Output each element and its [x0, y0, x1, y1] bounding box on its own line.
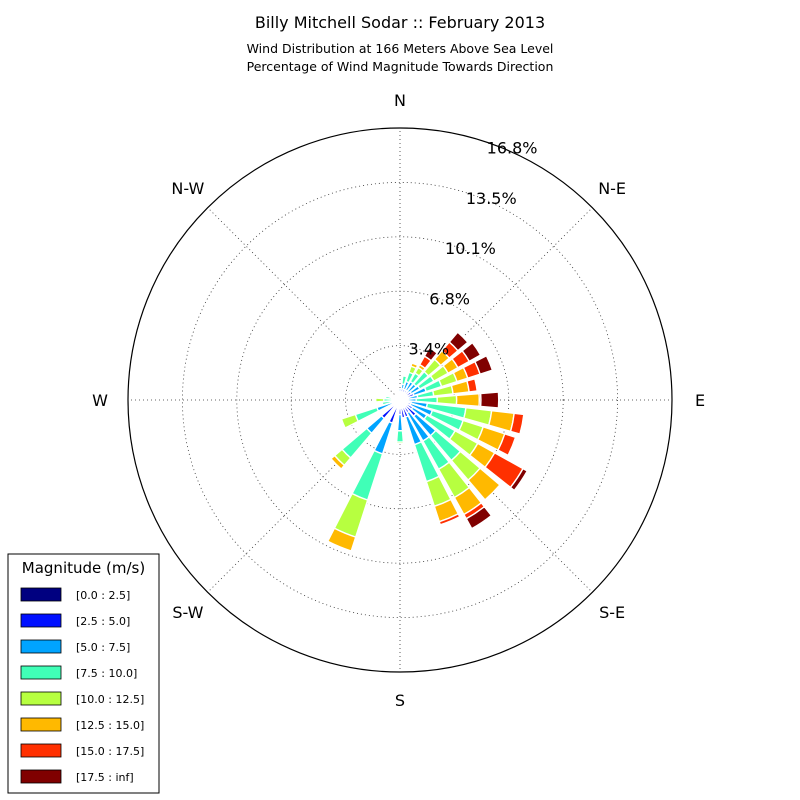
- direction-label: E: [695, 391, 705, 410]
- wind-bar: [397, 394, 401, 400]
- outer-ring: [127, 127, 673, 673]
- legend-swatch: [20, 743, 62, 758]
- wind-bar: [395, 441, 405, 445]
- legend-title: Magnitude (m/s): [22, 559, 145, 577]
- wind-bar: [395, 429, 405, 443]
- legend-swatch: [20, 665, 62, 680]
- legend: Magnitude (m/s) [0.0 : 2.5] [2.5 : 5.0] [5.…: [7, 553, 160, 794]
- legend-label: [0.0 : 2.5]: [76, 589, 130, 602]
- wind-bar: [438, 512, 461, 526]
- direction-label: S: [395, 691, 405, 710]
- direction-label: S-W: [172, 603, 203, 622]
- wind-bar: [396, 413, 404, 432]
- wind-bar: [340, 413, 360, 429]
- legend-swatch: [20, 613, 62, 628]
- grid-ring: [181, 181, 619, 619]
- legend-swatch: [20, 639, 62, 654]
- polar-labels: N N-E E S-E S S-W W N-W 3.4% 6.8% 10.1% 13.5% 16.8%: [92, 91, 705, 710]
- wind-bar: [467, 467, 501, 501]
- chart-subtitle-line-1: Wind Distribution at 166 Meters Above Se…: [247, 41, 554, 56]
- grid-ring: [236, 236, 564, 564]
- ring-label: 16.8%: [487, 139, 538, 158]
- wind-bar: [509, 412, 525, 435]
- grid-spoke: [207, 207, 401, 401]
- legend-swatch: [20, 769, 62, 784]
- chart-subtitle-line-2: Percentage of Wind Magnitude Towards Dir…: [247, 59, 554, 74]
- wind-bar: [487, 409, 515, 433]
- windrose-bars: [326, 331, 529, 552]
- legend-label: [15.0 : 17.5]: [76, 745, 144, 758]
- legend-swatch: [20, 587, 62, 602]
- wind-bar: [423, 346, 439, 362]
- direction-label: W: [92, 391, 108, 410]
- wind-bar: [375, 397, 385, 403]
- grid-spoke: [207, 399, 401, 593]
- direction-label: N-E: [598, 179, 626, 198]
- wind-bar: [455, 392, 481, 408]
- ring-label: 10.1%: [445, 239, 496, 258]
- wind-bar: [401, 375, 408, 386]
- wind-bar: [384, 395, 394, 400]
- wind-bar: [479, 391, 500, 409]
- wind-bar: [497, 432, 517, 457]
- wind-bar: [466, 377, 478, 393]
- ring-label: 6.8%: [429, 289, 470, 308]
- grid-spoke: [399, 207, 593, 401]
- wind-bar: [509, 467, 529, 492]
- wind-bar: [351, 449, 384, 502]
- wind-bar: [410, 362, 419, 370]
- legend-label: [7.5 : 10.0]: [76, 667, 137, 680]
- wind-bar: [326, 527, 357, 552]
- chart-title: Billy Mitchell Sodar :: February 2013: [255, 13, 545, 32]
- direction-label: N-W: [171, 179, 204, 198]
- wind-bar: [329, 454, 346, 471]
- legend-label: [10.0 : 12.5]: [76, 693, 144, 706]
- legend-label: [2.5 : 5.0]: [76, 615, 130, 628]
- wind-bar: [474, 354, 494, 376]
- ring-label: 13.5%: [466, 189, 517, 208]
- legend-swatch: [20, 691, 62, 706]
- legend-label: [5.0 : 7.5]: [76, 641, 130, 654]
- grid-spoke: [399, 399, 593, 593]
- wind-bar: [465, 505, 493, 530]
- legend-label: [12.5 : 15.0]: [76, 719, 144, 732]
- wind-bar: [436, 394, 458, 406]
- direction-label: N: [394, 91, 406, 110]
- wind-bar: [448, 331, 469, 352]
- polar-grid: [127, 127, 673, 673]
- wind-bar: [354, 406, 380, 423]
- wind-bar: [461, 341, 482, 363]
- direction-label: S-E: [599, 603, 625, 622]
- legend-swatch: [20, 717, 62, 732]
- legend-label: [17.5 : inf]: [76, 771, 134, 784]
- ring-label: 3.4%: [408, 340, 449, 359]
